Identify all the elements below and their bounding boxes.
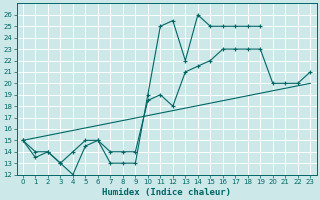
X-axis label: Humidex (Indice chaleur): Humidex (Indice chaleur) xyxy=(102,188,231,197)
